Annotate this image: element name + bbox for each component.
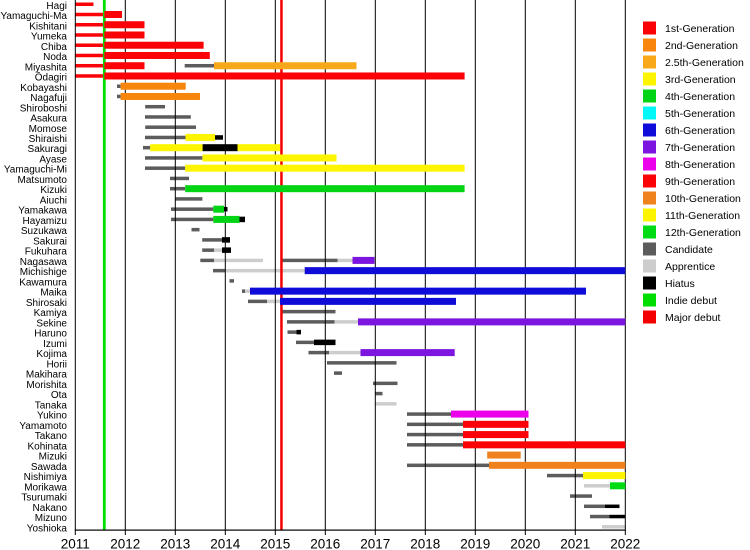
svg-text:2020: 2020 (510, 537, 540, 550)
svg-text:Sakurai: Sakurai (33, 236, 67, 247)
svg-text:Hiatus: Hiatus (665, 278, 695, 290)
svg-text:Nishimiya: Nishimiya (24, 472, 68, 483)
svg-text:Miyashita: Miyashita (25, 62, 68, 73)
svg-text:Yamamoto: Yamamoto (19, 421, 67, 432)
svg-text:Sawada: Sawada (31, 462, 68, 473)
svg-text:10th-Generation: 10th-Generation (665, 193, 741, 205)
svg-text:2016: 2016 (310, 537, 340, 550)
svg-text:1st-Generation: 1st-Generation (665, 23, 735, 35)
svg-text:2014: 2014 (210, 537, 241, 550)
svg-text:Michishige: Michishige (20, 267, 68, 278)
svg-text:Aiuchi: Aiuchi (40, 195, 67, 206)
svg-text:5th-Generation: 5th-Generation (665, 108, 735, 120)
svg-text:2012: 2012 (110, 537, 140, 550)
svg-text:Nagafuji: Nagafuji (30, 93, 67, 104)
svg-text:Indie debut: Indie debut (665, 295, 717, 307)
svg-text:Apprentice: Apprentice (665, 261, 715, 273)
svg-text:4th-Generation: 4th-Generation (665, 91, 735, 103)
svg-text:8th-Generation: 8th-Generation (665, 159, 735, 171)
svg-text:Shiroboshi: Shiroboshi (20, 103, 67, 114)
svg-text:2019: 2019 (460, 537, 490, 550)
svg-text:Major debut: Major debut (665, 312, 721, 324)
svg-text:Takano: Takano (35, 431, 68, 442)
svg-text:Asakura: Asakura (30, 114, 67, 125)
svg-text:Shirosaki: Shirosaki (26, 298, 67, 309)
svg-text:11th-Generation: 11th-Generation (665, 210, 740, 222)
svg-text:Nakano: Nakano (33, 503, 68, 514)
svg-text:Suzukawa: Suzukawa (21, 226, 68, 237)
svg-text:Haruno: Haruno (34, 329, 67, 340)
svg-text:Nagasawa: Nagasawa (20, 257, 68, 268)
svg-text:Candidate: Candidate (665, 244, 713, 256)
svg-text:2021: 2021 (560, 537, 590, 550)
svg-text:Kawamura: Kawamura (19, 277, 67, 288)
svg-text:Morikawa: Morikawa (24, 482, 67, 493)
svg-text:12th-Generation: 12th-Generation (665, 227, 741, 239)
svg-text:Mizuki: Mizuki (39, 452, 67, 463)
svg-text:Ota: Ota (51, 390, 68, 401)
svg-text:Yamaguchi-Ma: Yamaguchi-Ma (0, 11, 67, 22)
svg-text:Chiba: Chiba (41, 42, 68, 53)
svg-text:Sakuragi: Sakuragi (28, 144, 67, 155)
svg-text:Kohinata: Kohinata (28, 441, 68, 452)
svg-text:Tanaka: Tanaka (35, 400, 68, 411)
svg-text:Yamaguchi-Mi: Yamaguchi-Mi (4, 165, 67, 176)
svg-text:Kojima: Kojima (36, 349, 67, 360)
svg-text:Yumeka: Yumeka (31, 32, 68, 43)
svg-text:Hayamizu: Hayamizu (23, 216, 67, 227)
svg-text:2015: 2015 (260, 537, 290, 550)
svg-text:2017: 2017 (360, 537, 390, 550)
svg-text:Makihara: Makihara (26, 370, 68, 381)
svg-text:Yukino: Yukino (37, 411, 67, 422)
svg-text:Morishita: Morishita (26, 380, 67, 391)
svg-text:9th-Generation: 9th-Generation (665, 176, 735, 188)
svg-text:2013: 2013 (160, 537, 190, 550)
svg-text:Yamakawa: Yamakawa (18, 206, 67, 217)
svg-text:3rd-Generation: 3rd-Generation (665, 74, 736, 86)
svg-text:Kamiya: Kamiya (34, 308, 68, 319)
svg-text:Izumi: Izumi (43, 339, 67, 350)
svg-text:2011: 2011 (61, 537, 90, 550)
svg-text:Maika: Maika (40, 288, 67, 299)
svg-text:Sekine: Sekine (36, 318, 67, 329)
svg-text:Shiraishi: Shiraishi (29, 134, 67, 145)
svg-text:7th-Generation: 7th-Generation (665, 142, 735, 154)
svg-text:Tsurumaki: Tsurumaki (21, 493, 67, 504)
svg-text:Ōdagiri: Ōdagiri (35, 72, 67, 84)
svg-text:Momose: Momose (29, 124, 68, 135)
svg-text:2022: 2022 (610, 537, 640, 550)
svg-text:6th-Generation: 6th-Generation (665, 125, 735, 137)
svg-text:2nd-Generation: 2nd-Generation (665, 40, 738, 52)
svg-text:Kishitani: Kishitani (29, 21, 67, 32)
svg-text:Ayase: Ayase (39, 154, 67, 165)
svg-text:Hagi: Hagi (46, 1, 67, 12)
svg-text:Kizuki: Kizuki (40, 185, 67, 196)
svg-text:2018: 2018 (410, 537, 440, 550)
svg-text:2.5th-Generation: 2.5th-Generation (665, 57, 744, 69)
svg-text:Kobayashi: Kobayashi (20, 83, 67, 94)
svg-text:Matsumoto: Matsumoto (18, 175, 68, 186)
svg-text:Horii: Horii (46, 359, 67, 370)
svg-text:Mizuno: Mizuno (35, 513, 68, 524)
svg-text:Noda: Noda (43, 52, 67, 63)
svg-text:Fukuhara: Fukuhara (25, 247, 68, 258)
svg-text:Yoshioka: Yoshioka (27, 523, 68, 534)
